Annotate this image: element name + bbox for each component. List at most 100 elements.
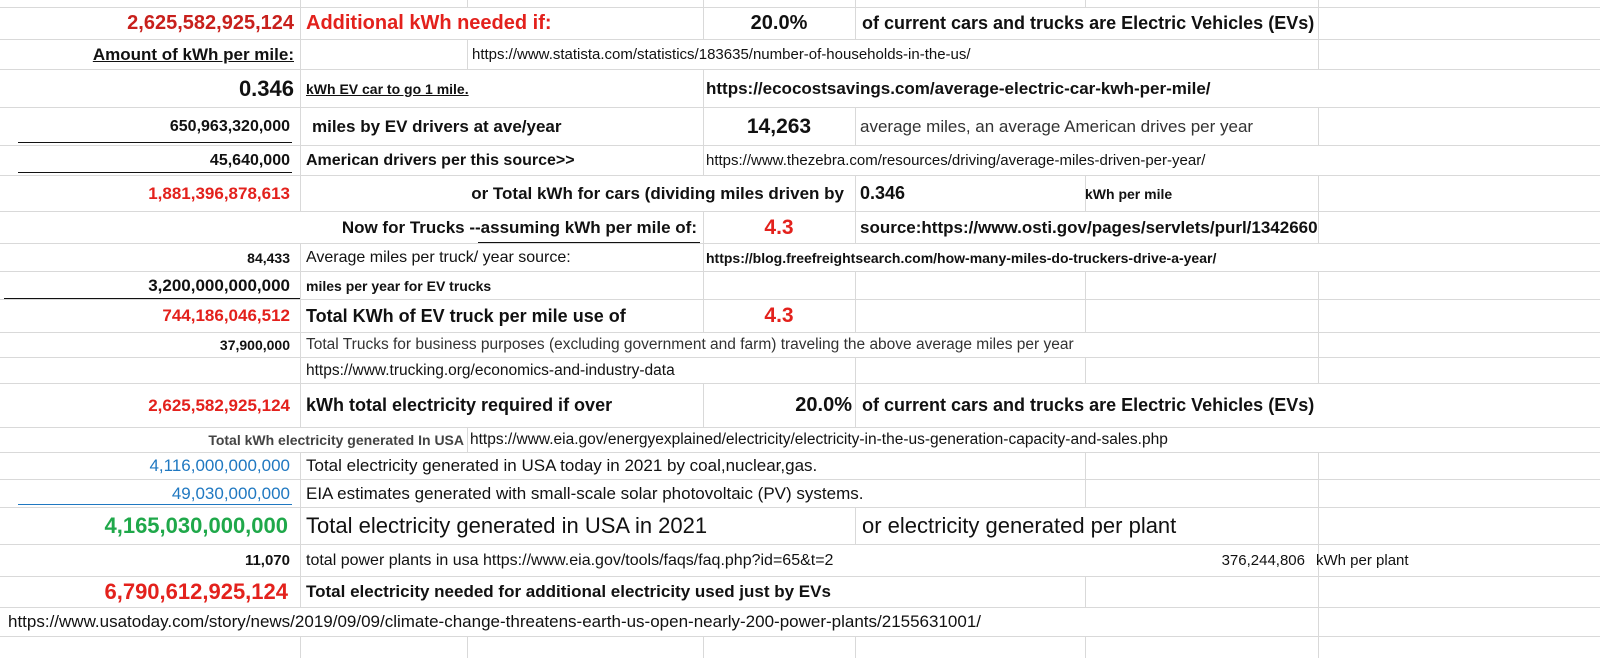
cell-eia-url[interactable]: https://www.eia.gov/energyexplained/elec…	[470, 431, 1168, 448]
cell-kwh-value[interactable]: 0.346	[860, 183, 906, 203]
cell-border	[703, 212, 704, 243]
cell-border	[855, 300, 856, 332]
cell-additional-kwh-label[interactable]: Additional kWh needed if:	[306, 12, 552, 34]
cell-kwh-per-mile-heading[interactable]: Amount of kWh per mile:	[92, 44, 294, 64]
sheet-row-2: Amount of kWh per mile: https://www.stat…	[0, 40, 1600, 70]
cell-truck-kwh-value[interactable]: 4.3	[764, 215, 794, 239]
cell-thezebra-url[interactable]: https://www.thezebra.com/resources/drivi…	[706, 152, 1206, 169]
cell-border	[1318, 0, 1319, 7]
cell-solar-value[interactable]: 49,030,000,000	[171, 483, 290, 503]
cell-total-trucks-value[interactable]: 37,900,000	[219, 337, 290, 353]
cell-truck-miles-value[interactable]: 84,433	[247, 249, 290, 266]
sheet-row-18: 11,070 total power plants in usa https:/…	[0, 545, 1600, 577]
cell-border	[300, 0, 301, 7]
sheet-row-13: 2,625,582,925,124 kWh total electricity …	[0, 384, 1600, 428]
cell-total-trucks-label[interactable]: Total Trucks for business purposes (excl…	[306, 336, 1074, 353]
cell-trucks-heading[interactable]: Now for Trucks --assuming kWh per mile o…	[341, 217, 697, 237]
cell-total-needed-label[interactable]: Total electricity needed for additional …	[306, 582, 831, 601]
cell-border	[300, 176, 301, 211]
cell-solar-label[interactable]: EIA estimates generated with small-scale…	[306, 483, 864, 503]
cell-border	[300, 480, 301, 507]
cell-border	[300, 453, 301, 479]
cell-per-plant-value[interactable]: 376,244,806	[1221, 552, 1305, 569]
cell-required-percent[interactable]: 20.0%	[795, 394, 852, 416]
cell-border	[855, 108, 856, 145]
cell-border	[855, 358, 856, 383]
cell-border	[1318, 212, 1319, 243]
cell-truck-kwh-total-label[interactable]: Total KWh of EV truck per mile use of	[306, 305, 626, 326]
cell-generated-heading[interactable]: Total kWh electricity generated In USA	[208, 432, 464, 448]
cell-border	[855, 384, 856, 427]
cell-border	[1085, 358, 1086, 383]
cell-total-kwh-cars-value[interactable]: 1,881,396,878,613	[148, 183, 290, 203]
cell-ev-description[interactable]: of current cars and trucks are Electric …	[862, 13, 1315, 33]
cell-ecocostsavings-url[interactable]: https://ecocostsavings.com/average-elect…	[706, 78, 1211, 98]
cell-border	[1318, 637, 1319, 658]
cell-truck-total-miles-label[interactable]: miles per year for EV trucks	[306, 277, 492, 294]
cell-border	[1085, 176, 1086, 211]
cell-border	[703, 637, 704, 658]
cell-per-plant-unit[interactable]: kWh per plant	[1316, 552, 1409, 569]
cell-generated-today-label[interactable]: Total electricity generated in USA today…	[306, 456, 818, 475]
cell-statista-url[interactable]: https://www.statista.com/statistics/1836…	[472, 46, 971, 63]
cell-total-required-value[interactable]: 2,625,582,925,124	[148, 395, 290, 415]
cell-border	[1318, 508, 1319, 544]
cell-ev-percent[interactable]: 20.0%	[750, 12, 808, 34]
cell-kwh-unit[interactable]: kWh per mile	[1085, 185, 1173, 202]
cell-border	[300, 8, 301, 39]
cell-freefreight-url[interactable]: https://blog.freefreightsearch.com/how-m…	[706, 249, 1217, 266]
cell-truck-total-miles-value[interactable]: 3,200,000,000,000	[148, 275, 290, 295]
cell-total-generated-label[interactable]: Total electricity generated in USA in 20…	[306, 513, 708, 538]
cell-additional-kwh-total[interactable]: 2,625,582,925,124	[127, 12, 294, 34]
cell-total-required-label[interactable]: kWh total electricity required if over	[306, 395, 613, 415]
cell-kwh-ev-car-label[interactable]: kWh EV car to go 1 mile.	[306, 80, 469, 97]
cell-border	[1318, 176, 1319, 211]
sheet-row-3: 0.346 kWh EV car to go 1 mile. https://e…	[0, 70, 1600, 108]
cell-ev-miles-label[interactable]: miles by EV drivers at ave/year	[312, 116, 562, 136]
cell-border	[467, 428, 468, 452]
cell-border	[703, 272, 704, 299]
cell-osti-source[interactable]: source:https://www.osti.gov/pages/servle…	[860, 217, 1318, 237]
sheet-row-6: 1,881,396,878,613 or Total kWh for cars …	[0, 176, 1600, 212]
cell-total-kwh-cars-label[interactable]: or Total kWh for cars (dividing miles dr…	[471, 183, 844, 203]
cell-required-description[interactable]: of current cars and trucks are Electric …	[862, 395, 1315, 415]
cell-border	[467, 40, 468, 69]
cell-border	[855, 8, 856, 39]
cell-per-plant-heading[interactable]: or electricity generated per plant	[862, 513, 1177, 538]
cell-border	[1318, 608, 1319, 636]
cell-truck-miles-label[interactable]: Average miles per truck/ year source:	[306, 248, 571, 266]
cell-border	[703, 8, 704, 39]
cell-average-miles-value[interactable]: 14,263	[746, 114, 812, 138]
cell-border	[1318, 545, 1319, 576]
cell-kwh-per-mile-value[interactable]: 0.346	[238, 75, 294, 101]
cell-drivers-value[interactable]: 45,640,000	[209, 151, 290, 169]
cell-underline	[18, 141, 292, 143]
cell-total-needed-value[interactable]: 6,790,612,925,124	[104, 579, 288, 604]
cell-trucking-url[interactable]: https://www.trucking.org/economics-and-i…	[306, 361, 675, 379]
sheet-row-10: 744,186,046,512 Total KWh of EV truck pe…	[0, 300, 1600, 333]
cell-border	[855, 272, 856, 299]
sheet-row-5: 45,640,000 American drivers per this sou…	[0, 146, 1600, 176]
sheet-row-4: 650,963,320,000 miles by EV drivers at a…	[0, 108, 1600, 146]
cell-border	[855, 637, 856, 658]
cell-truck-kwh-total-value[interactable]: 744,186,046,512	[162, 306, 290, 325]
cell-border	[300, 272, 301, 299]
cell-ev-miles-value[interactable]: 650,963,320,000	[169, 117, 290, 135]
cell-power-plants-value[interactable]: 11,070	[244, 552, 290, 569]
cell-border	[1318, 453, 1319, 479]
sheet-row-7: Now for Trucks --assuming kWh per mile o…	[0, 212, 1600, 244]
cell-usatoday-url[interactable]: https://www.usatoday.com/story/news/2019…	[8, 612, 982, 631]
cell-total-generated-value[interactable]: 4,165,030,000,000	[104, 513, 288, 538]
cell-truck-kwh-rate[interactable]: 4.3	[764, 304, 794, 327]
cell-border	[703, 108, 704, 145]
cell-drivers-label[interactable]: American drivers per this source>>	[306, 151, 575, 169]
cell-border	[1318, 272, 1319, 299]
cell-generated-today-value[interactable]: 4,116,000,000,000	[149, 456, 290, 475]
cell-underline	[18, 171, 292, 173]
cell-border	[300, 508, 301, 544]
sheet-row-1: 2,625,582,925,124 Additional kWh needed …	[0, 8, 1600, 40]
cell-average-miles-description[interactable]: average miles, an average American drive…	[860, 116, 1254, 136]
sheet-row-9: 3,200,000,000,000 miles per year for EV …	[0, 272, 1600, 300]
cell-border	[300, 333, 301, 357]
cell-power-plants-label[interactable]: total power plants in usa https://www.ei…	[306, 551, 834, 569]
